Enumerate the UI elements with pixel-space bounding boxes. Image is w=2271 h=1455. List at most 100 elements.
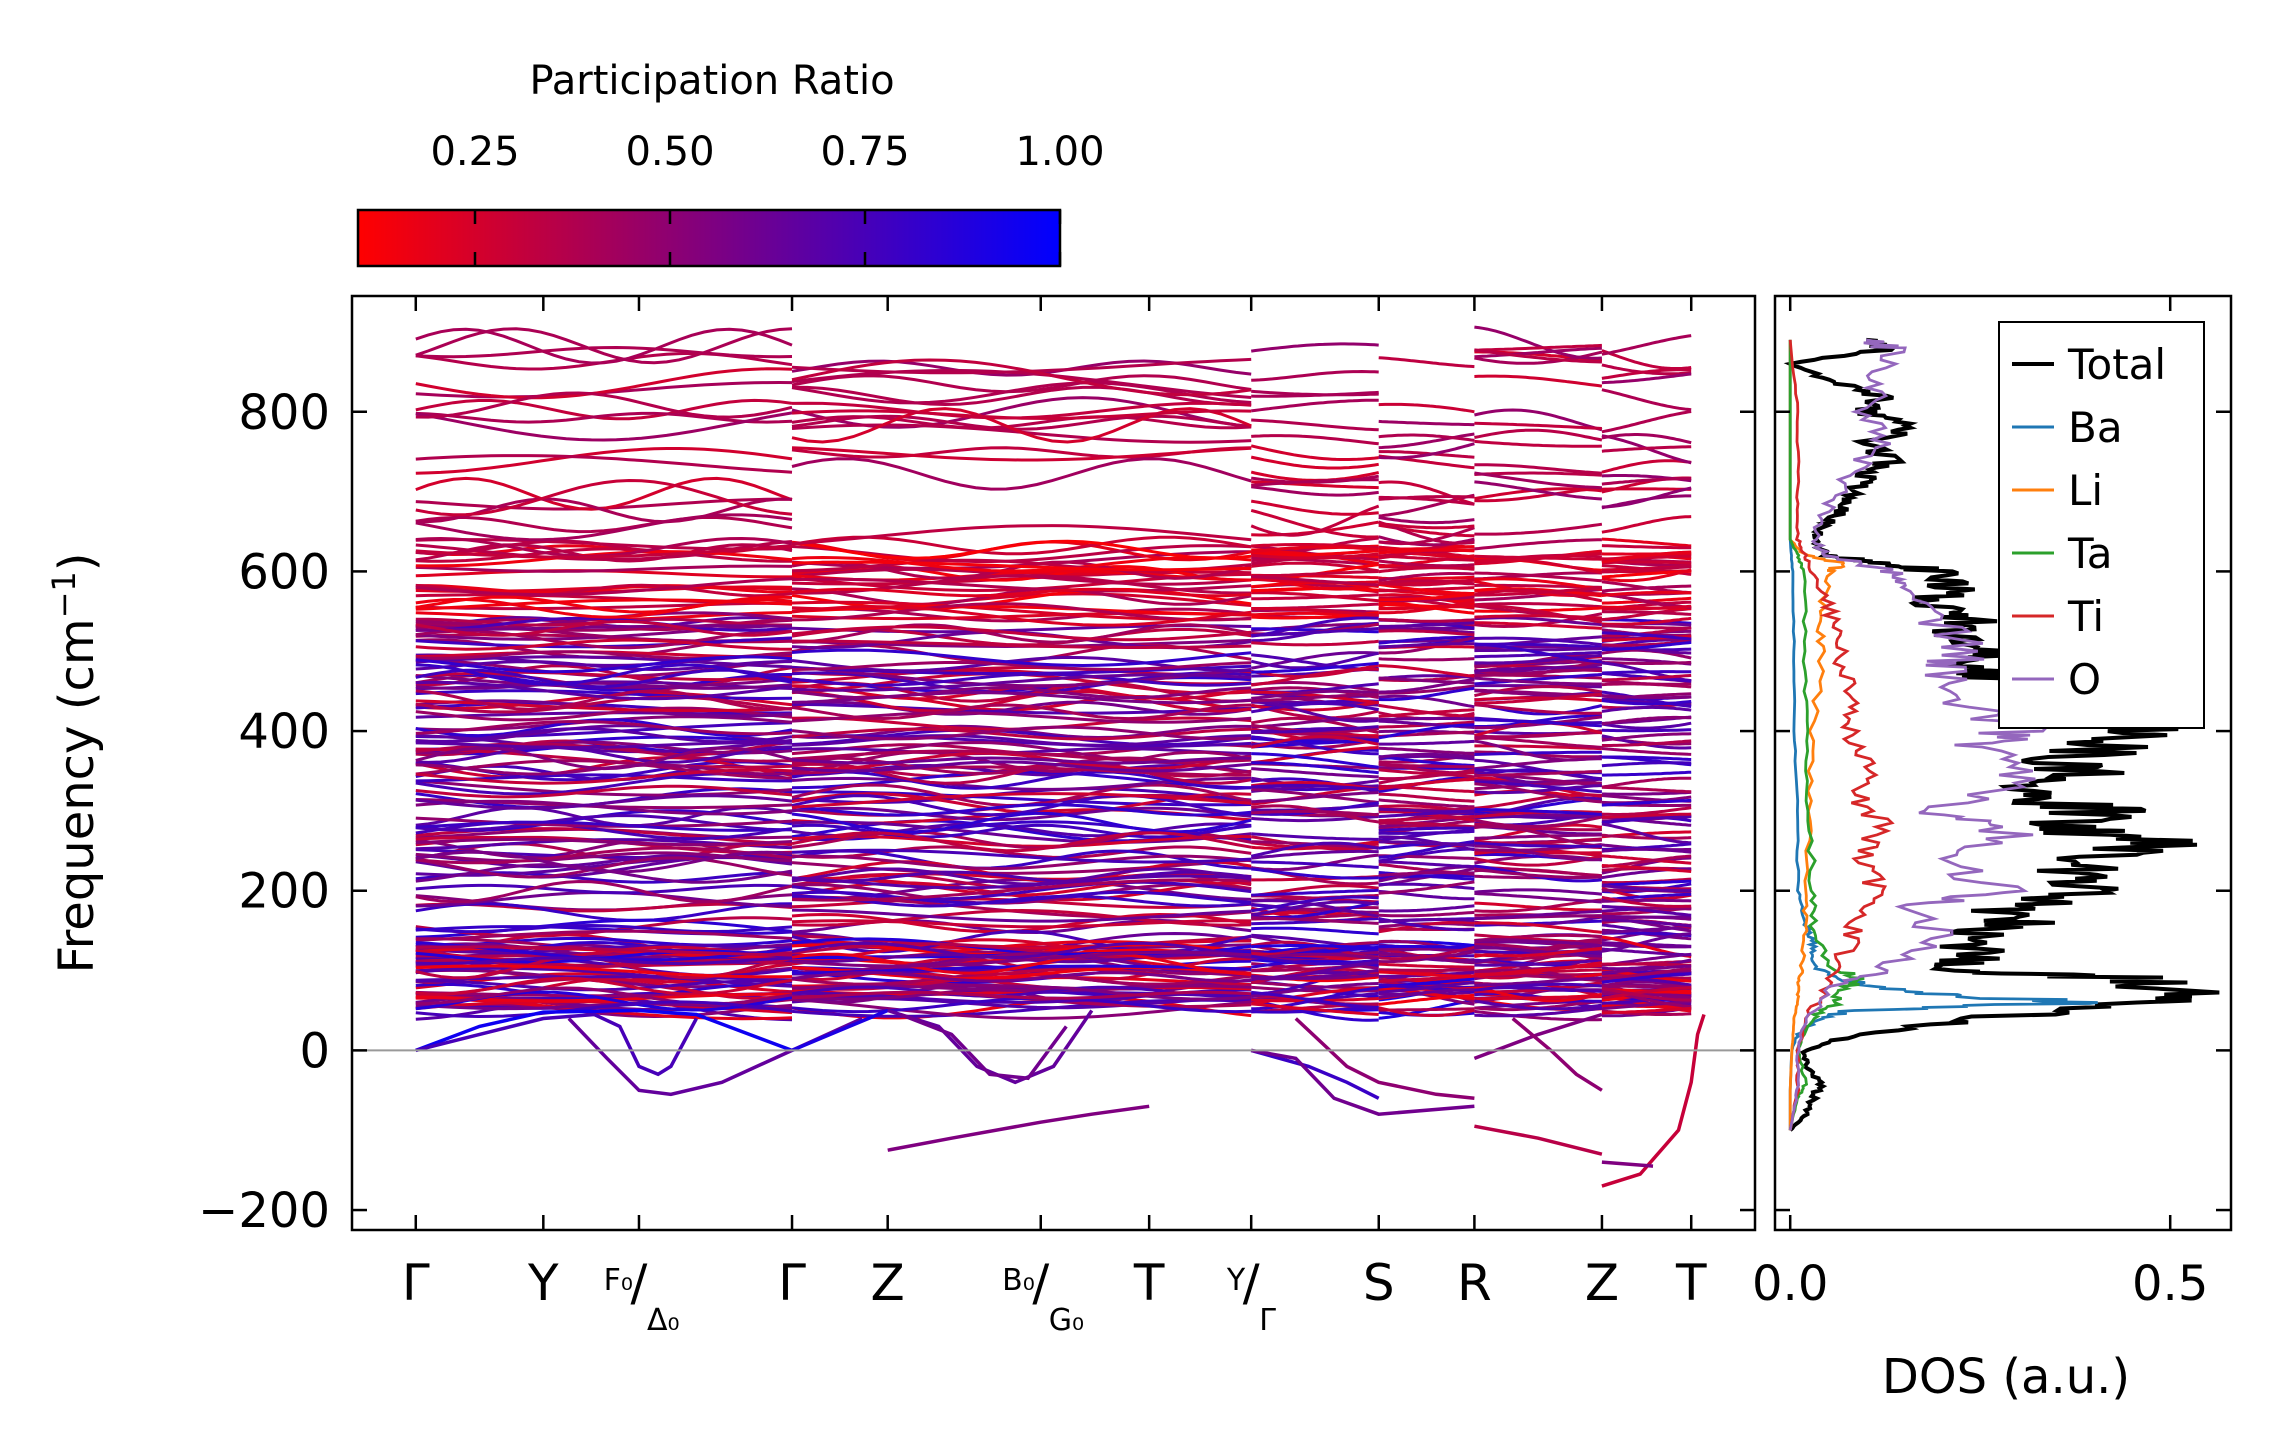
high-symmetry-label-text: R: [1457, 1254, 1492, 1312]
band-line: [1601, 958, 1692, 971]
band-line: [1251, 849, 1379, 860]
band-line: [415, 718, 793, 738]
band-line: [1250, 703, 1380, 720]
band-line: [1378, 582, 1475, 595]
band-line: [1601, 590, 1692, 597]
band-line: [1601, 560, 1692, 565]
band-line: [791, 673, 1252, 692]
band-line: [1474, 796, 1603, 818]
band-y-tick-label: 800: [238, 385, 330, 441]
band-line: [1474, 616, 1603, 627]
band-line: [1474, 964, 1602, 978]
soft-mode-branch: [1250, 1048, 1380, 1100]
band-line: [415, 1000, 793, 1019]
band-y-axis-label: Frequency (cm−1): [45, 552, 105, 973]
band-line: [1378, 627, 1475, 635]
band-y-tick-label: 600: [238, 544, 330, 600]
band-line: [1601, 785, 1692, 794]
band-line: [1378, 356, 1475, 369]
band-line: [1474, 668, 1602, 678]
band-line: [1378, 792, 1475, 803]
band-line: [415, 545, 793, 559]
band-line: [415, 367, 793, 400]
band-line: [791, 734, 1252, 748]
band-line: [1474, 636, 1603, 647]
band-line: [1474, 471, 1602, 477]
band-line: [1474, 825, 1603, 848]
soft-mode-branch: [791, 1008, 889, 1053]
band-line: [1378, 945, 1475, 961]
band-line: [1251, 867, 1379, 880]
band-line: [1474, 614, 1602, 620]
band-line: [791, 854, 1252, 871]
dos-x-tick-label: 0.0: [1752, 1256, 1828, 1312]
band-line: [1378, 442, 1475, 460]
band-line: [1601, 941, 1692, 948]
dos-axes-frame: [1773, 294, 2233, 1232]
band-line: [791, 381, 1252, 405]
band-line: [1251, 639, 1379, 647]
band-line: [1378, 559, 1475, 568]
legend-label: Ti: [2067, 592, 2104, 641]
dos-y-ticks: [1775, 410, 2231, 1212]
band-line: [791, 407, 1252, 444]
band-line: [1251, 478, 1379, 487]
band-line: [791, 409, 1252, 421]
band-line: [415, 956, 793, 966]
band-line: [1378, 636, 1475, 655]
band-line: [1251, 689, 1379, 700]
band-line: [1601, 926, 1692, 935]
band-line: [415, 719, 793, 736]
band-line: [791, 604, 1252, 616]
band-line: [791, 605, 1252, 627]
band-line: [1474, 602, 1603, 609]
band-line: [1251, 853, 1379, 872]
high-symmetry-label-text: Y: [527, 1254, 559, 1312]
band-line: [791, 751, 1252, 771]
band-line: [1601, 747, 1692, 756]
band-line: [1601, 660, 1692, 665]
high-symmetry-label: S: [1363, 1254, 1395, 1312]
band-line: [415, 976, 793, 996]
band-line: [1474, 421, 1602, 430]
high-symmetry-label: Z: [1585, 1254, 1619, 1312]
band-line: [791, 358, 1252, 397]
band-line: [415, 799, 793, 816]
high-symmetry-label-lower: Δ₀: [647, 1303, 680, 1338]
band-line: [1378, 676, 1475, 685]
high-symmetry-label-slash: /: [631, 1254, 648, 1312]
band-line: [791, 672, 1252, 687]
band-line: [1378, 904, 1475, 913]
band-line: [415, 945, 793, 957]
high-symmetry-label-lower: Γ: [1259, 1303, 1276, 1338]
band-line: [1250, 900, 1379, 917]
band-line: [1474, 999, 1603, 1011]
band-line: [1474, 374, 1603, 388]
band-line: [1251, 485, 1379, 497]
band-line: [415, 515, 793, 534]
band-line: [1474, 718, 1603, 728]
band-line: [791, 806, 1252, 822]
band-line: [1474, 642, 1602, 649]
band-line: [415, 476, 793, 511]
band-line: [1601, 410, 1692, 434]
band-line: [1378, 829, 1475, 835]
soft-mode-branch: [1294, 1017, 1475, 1101]
band-line: [415, 620, 793, 637]
band-line: [1474, 844, 1602, 862]
band-line: [1474, 1006, 1603, 1018]
band-line: [1601, 833, 1692, 840]
band-line: [415, 663, 793, 686]
band-line: [1251, 591, 1379, 603]
band-line: [1251, 804, 1379, 824]
band-line: [1601, 1006, 1692, 1015]
band-line: [415, 454, 793, 474]
band-line: [1601, 607, 1692, 622]
band-line: [1474, 676, 1602, 686]
band-line: [791, 941, 1252, 960]
band-line: [1601, 962, 1692, 967]
band-line: [1474, 650, 1602, 659]
band-line: [1474, 673, 1603, 686]
high-symmetry-label: Γ: [778, 1254, 806, 1312]
band-line: [1251, 832, 1379, 841]
